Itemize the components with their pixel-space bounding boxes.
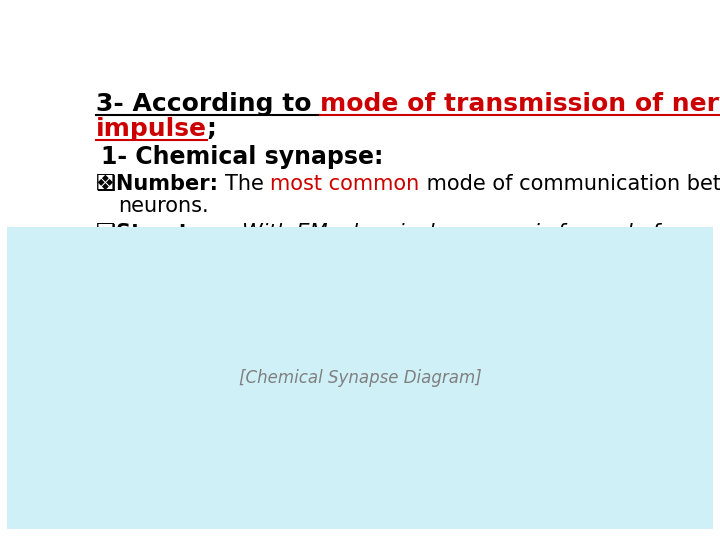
Text: mode of communication between: mode of communication between (420, 174, 720, 194)
Text: impulse: impulse (96, 117, 207, 141)
Text: neurons.: neurons. (118, 196, 209, 216)
FancyBboxPatch shape (7, 227, 713, 529)
Text: 1- Chemical synapse:: 1- Chemical synapse: (101, 145, 384, 168)
Text: 3- According to: 3- According to (96, 92, 320, 116)
Text: most common: most common (270, 174, 420, 194)
Text: ❑: ❑ (96, 174, 116, 194)
Text: ;: ; (207, 117, 217, 141)
Text: Structure: Structure (116, 223, 235, 243)
Text: ❑: ❑ (96, 174, 116, 194)
Text: ❑: ❑ (96, 223, 116, 243)
Text: The: The (225, 174, 270, 194)
Text: mode of transmission of nerve: mode of transmission of nerve (320, 92, 720, 116)
Text: :With EM, chemical synapse is formed of:: :With EM, chemical synapse is formed of: (235, 223, 666, 243)
Text: ❖: ❖ (96, 174, 114, 194)
Text: ❑: ❑ (96, 223, 116, 243)
Text: Number:: Number: (116, 174, 225, 194)
Text: [Chemical Synapse Diagram]: [Chemical Synapse Diagram] (238, 369, 482, 387)
